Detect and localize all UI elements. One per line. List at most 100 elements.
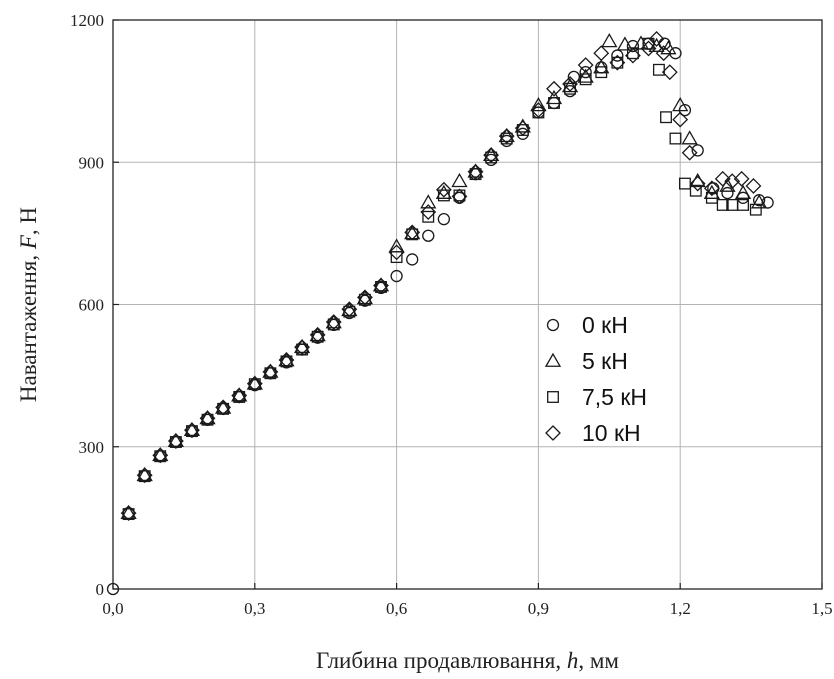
data-point-diamond: [262, 363, 279, 380]
data-point-circle: [406, 253, 419, 266]
data-point-circle: [390, 269, 403, 283]
data-point-diamond: [404, 224, 421, 241]
data-point-triangle: [262, 363, 279, 378]
data-point-square: [390, 251, 403, 264]
y-axis-title: Навантаження, F, Н: [16, 207, 41, 402]
data-point-diamond: [514, 120, 531, 137]
data-point-diamond: [388, 244, 405, 261]
data-point-triangle: [514, 118, 531, 133]
data-point-square: [652, 63, 665, 76]
data-point-square: [716, 198, 729, 211]
data-point-diamond: [745, 178, 762, 194]
axis-ticks: 0,0 0,3 0,6 0,9 1,2 1,5 0 300 600 900 1200: [70, 11, 833, 618]
data-point-diamond: [167, 433, 184, 449]
data-point-diamond: [681, 144, 698, 161]
data-point-square: [595, 66, 608, 79]
data-point-diamond: [562, 76, 578, 92]
data-point-triangle: [451, 172, 468, 188]
series-diamond: [120, 31, 762, 522]
data-point-circle: [721, 186, 734, 200]
data-point-circle: [106, 582, 120, 596]
y-tick-label: 1200: [70, 11, 104, 30]
data-point-triangle: [120, 504, 137, 520]
data-point-square: [678, 177, 691, 190]
data-point-diamond: [420, 204, 437, 220]
data-point-diamond: [199, 410, 216, 427]
data-point-circle: [691, 144, 704, 157]
x-tick-label: 1,2: [670, 599, 691, 618]
data-point-diamond: [546, 80, 562, 97]
x-tick-label: 0,6: [386, 599, 407, 618]
data-point-triangle: [601, 33, 618, 48]
data-point-diamond: [661, 64, 678, 81]
legend-label: 5 кН: [582, 348, 628, 374]
data-point-triangle: [293, 338, 311, 354]
data-point-circle: [516, 127, 529, 140]
data-point-triangle: [467, 163, 484, 178]
data-point-circle: [567, 70, 580, 84]
data-point-diamond: [215, 399, 232, 416]
data-point-diamond: [278, 352, 295, 368]
data-point-triangle: [632, 35, 650, 50]
legend-item: 5 кН: [544, 348, 628, 374]
data-point-triangle: [420, 194, 437, 209]
legend: 0 кН 5 кН 7,5 кН 10 кН: [544, 312, 647, 446]
data-point-diamond: [593, 45, 610, 62]
data-point-diamond: [655, 45, 672, 62]
data-point-diamond: [640, 40, 657, 57]
data-point-diamond: [451, 188, 468, 205]
data-point-diamond: [498, 128, 515, 145]
data-point-diamond: [733, 170, 750, 187]
data-point-triangle: [136, 466, 153, 482]
y-tick-label: 0: [96, 580, 105, 599]
legend-marker-diamond: [545, 425, 561, 441]
data-point-circle: [579, 66, 592, 79]
data-point-triangle: [372, 277, 390, 292]
y-tick-label: 900: [79, 153, 105, 172]
data-point-diamond: [231, 387, 248, 404]
data-point-diamond: [714, 170, 731, 187]
data-point-square: [689, 184, 702, 197]
data-point-triangle: [577, 68, 594, 83]
x-tick-label: 1,5: [811, 599, 832, 618]
x-tick-label: 0,3: [244, 599, 265, 618]
data-point-triangle: [681, 130, 698, 145]
data-point-diamond: [609, 54, 626, 71]
series-layer: [106, 31, 774, 596]
data-point-triangle: [483, 146, 500, 162]
data-point-diamond: [689, 175, 706, 192]
data-point-diamond: [184, 422, 200, 439]
data-point-square: [749, 203, 762, 216]
data-point-diamond: [152, 447, 169, 464]
x-axis-title: Глибина продавлювання, h, мм: [316, 648, 619, 673]
data-point-triangle: [309, 327, 326, 342]
data-point-diamond: [483, 147, 500, 164]
data-point-triangle: [199, 409, 216, 425]
x-tick-label: 0,0: [102, 599, 123, 618]
data-point-diamond: [309, 326, 326, 343]
data-point-diamond: [246, 375, 263, 392]
data-point-triangle: [325, 314, 342, 329]
data-point-triangle: [498, 127, 515, 143]
data-point-diamond: [435, 181, 452, 198]
data-point-diamond: [325, 314, 342, 330]
data-point-triangle: [734, 184, 752, 199]
data-point-diamond: [724, 173, 741, 190]
legend-label: 10 кН: [582, 420, 641, 446]
legend-item: 7,5 кН: [547, 384, 647, 410]
data-point-square: [422, 210, 435, 223]
data-point-diamond: [120, 505, 137, 522]
data-point-square: [437, 189, 450, 202]
y-tick-label: 600: [79, 296, 105, 315]
grid: [113, 20, 822, 589]
data-point-diamond: [648, 31, 665, 47]
data-point-triangle: [278, 352, 295, 367]
legend-label: 7,5 кН: [582, 384, 647, 410]
legend-marker-triangle: [544, 352, 562, 367]
data-point-square: [548, 97, 560, 109]
data-point-circle: [761, 196, 774, 209]
data-point-square: [579, 73, 592, 86]
legend-item: 0 кН: [546, 312, 628, 338]
data-point-square: [660, 111, 672, 124]
data-point-circle: [437, 212, 451, 226]
